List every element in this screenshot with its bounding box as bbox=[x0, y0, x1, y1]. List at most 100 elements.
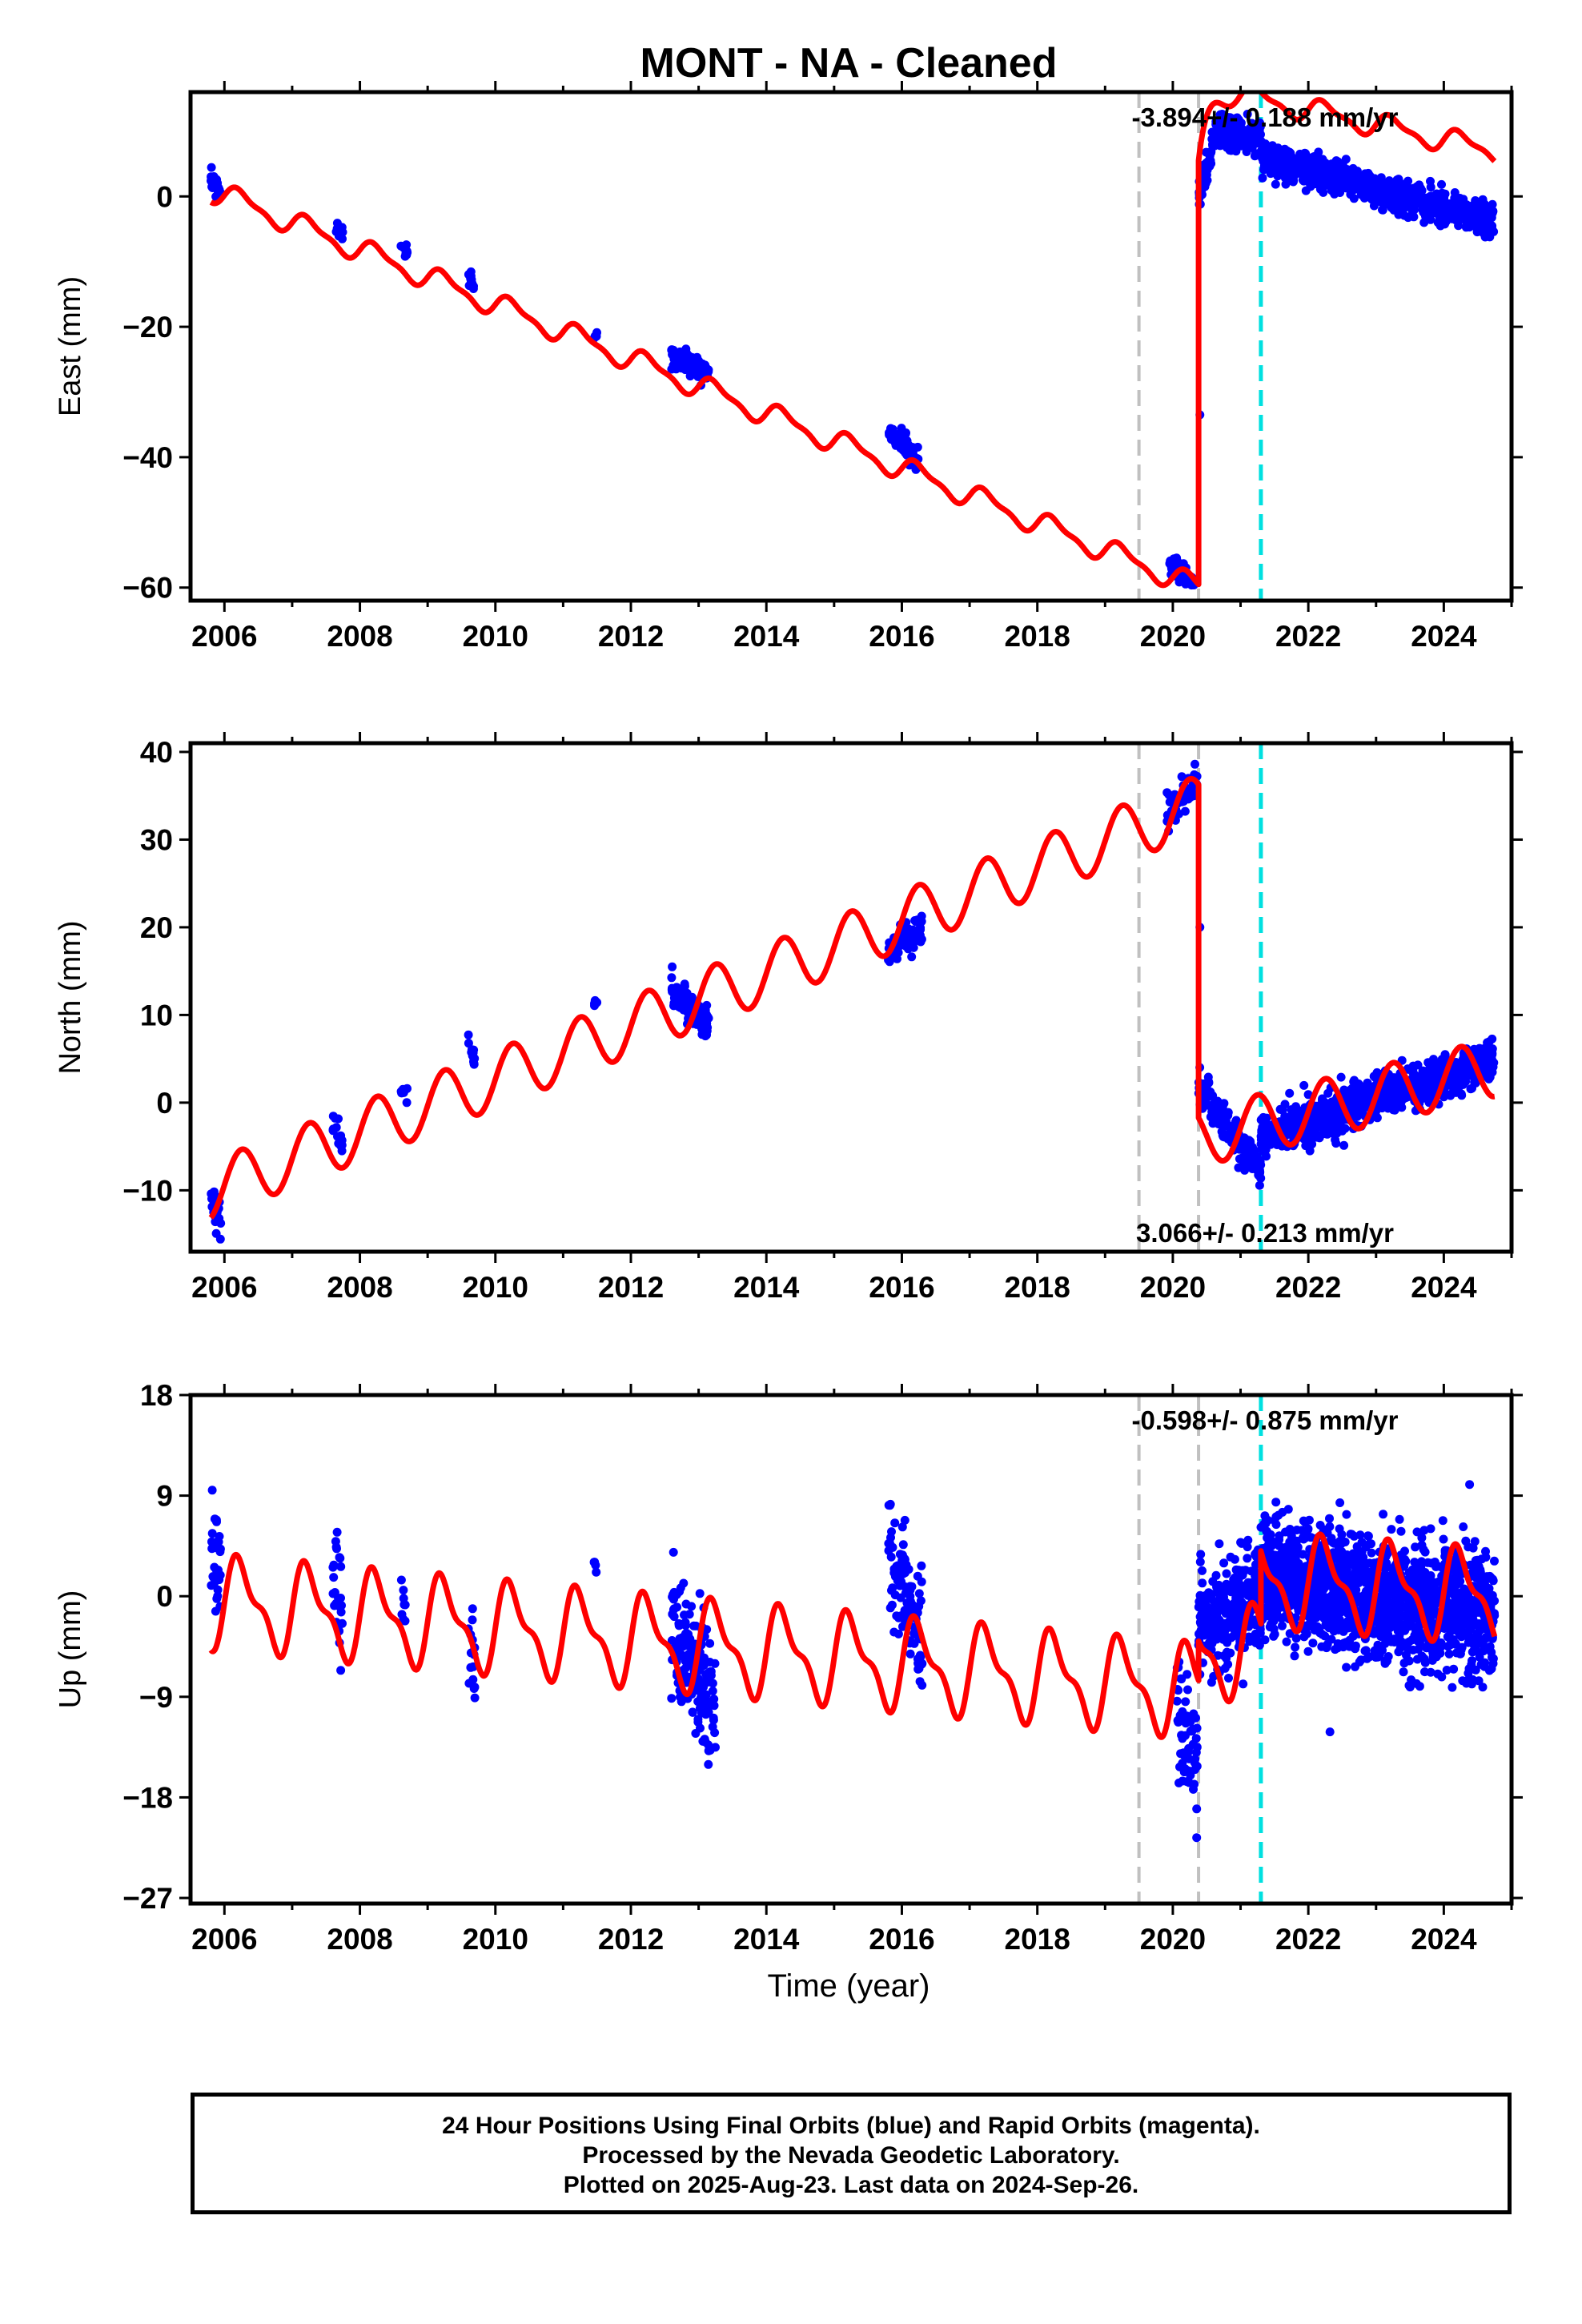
up-data-point bbox=[207, 1486, 217, 1495]
up-data-point bbox=[1227, 1585, 1237, 1594]
up-data-point bbox=[1211, 1570, 1221, 1580]
east-data-point bbox=[1450, 188, 1460, 197]
up-data-point bbox=[1414, 1644, 1423, 1654]
up-data-point bbox=[679, 1578, 689, 1588]
east-data-point bbox=[1279, 158, 1288, 167]
up-data-point bbox=[1322, 1643, 1331, 1653]
east-x-tick-label: 2022 bbox=[1275, 620, 1341, 653]
up-data-point bbox=[704, 1746, 713, 1755]
chart-title: MONT - NA - Cleaned bbox=[640, 40, 1058, 86]
east-data-point bbox=[1329, 168, 1338, 178]
north-data-point bbox=[1299, 1080, 1309, 1090]
east-x-tick-label: 2014 bbox=[733, 620, 800, 653]
east-rate-label: -3.894+/- 0.188 mm/yr bbox=[1132, 103, 1399, 132]
up-data-point bbox=[704, 1759, 713, 1769]
up-data-point bbox=[1231, 1594, 1241, 1604]
up-data-point bbox=[1178, 1734, 1187, 1743]
north-data-point bbox=[1183, 794, 1193, 804]
east-data-point bbox=[1468, 220, 1476, 230]
east-data-point bbox=[1334, 157, 1343, 167]
up-data-point bbox=[1377, 1592, 1387, 1601]
east-data-point bbox=[590, 332, 600, 341]
east-data-point bbox=[1423, 214, 1432, 223]
up-data-point bbox=[1192, 1804, 1202, 1814]
north-data-point bbox=[1285, 1088, 1295, 1098]
up-data-point bbox=[329, 1560, 339, 1570]
east-y-tick-label: 0 bbox=[156, 180, 173, 213]
up-data-point bbox=[336, 1666, 346, 1675]
east-data-point bbox=[1354, 175, 1363, 184]
up-data-point bbox=[1196, 1550, 1206, 1559]
east-data-point bbox=[1273, 143, 1283, 153]
up-data-point bbox=[211, 1515, 221, 1525]
up-data-point bbox=[332, 1527, 342, 1537]
up-data-point bbox=[207, 1529, 217, 1538]
up-data-point bbox=[1464, 1542, 1473, 1552]
up-data-point bbox=[915, 1677, 925, 1687]
up-data-point bbox=[1438, 1516, 1447, 1526]
east-data-point bbox=[1378, 205, 1387, 215]
up-data-point bbox=[1291, 1642, 1300, 1652]
north-x-tick-label: 2018 bbox=[1005, 1271, 1070, 1304]
up-data-point bbox=[1176, 1749, 1186, 1759]
east-model-curve bbox=[208, 92, 1497, 589]
east-data-point bbox=[1243, 110, 1252, 119]
up-data-point bbox=[687, 1602, 697, 1611]
east-data-point bbox=[1205, 147, 1215, 157]
up-data-point bbox=[667, 1694, 677, 1703]
north-data-point bbox=[1285, 1120, 1295, 1130]
up-data-point bbox=[1178, 1759, 1187, 1768]
up-data-point bbox=[1365, 1539, 1375, 1548]
north-data-point bbox=[1390, 1096, 1399, 1106]
north-data-point bbox=[1484, 1067, 1492, 1076]
east-data-point bbox=[1311, 151, 1319, 161]
east-data-point bbox=[1488, 199, 1497, 209]
up-data-point bbox=[914, 1664, 924, 1674]
north-data-point bbox=[1219, 1132, 1229, 1142]
up-data-point bbox=[1227, 1633, 1236, 1642]
north-x-tick-label: 2022 bbox=[1275, 1271, 1341, 1304]
north-y-tick-label: 40 bbox=[140, 736, 173, 769]
east-data-point bbox=[1258, 173, 1267, 183]
north-data-point bbox=[331, 1123, 341, 1132]
up-data-point bbox=[1308, 1638, 1318, 1648]
north-data-point bbox=[337, 1136, 347, 1145]
east-data-point bbox=[1304, 177, 1314, 187]
east-data-point bbox=[1415, 190, 1424, 199]
up-data-point bbox=[1335, 1498, 1345, 1507]
up-data-point bbox=[1355, 1530, 1365, 1540]
up-data-point bbox=[1261, 1514, 1271, 1524]
up-data-point bbox=[1198, 1566, 1207, 1575]
up-data-point bbox=[1424, 1571, 1434, 1581]
up-data-point bbox=[1226, 1552, 1235, 1562]
east-data-point bbox=[892, 436, 901, 446]
north-data-point bbox=[1338, 1126, 1347, 1136]
north-data-point bbox=[1415, 1086, 1423, 1096]
up-data-point bbox=[705, 1638, 715, 1648]
north-data-point bbox=[1369, 1072, 1379, 1081]
up-data-point bbox=[905, 1649, 915, 1659]
up-data-point bbox=[1269, 1631, 1279, 1641]
east-data-point bbox=[1403, 213, 1413, 223]
up-data-point bbox=[1476, 1659, 1486, 1669]
up-data-point bbox=[336, 1562, 346, 1571]
up-data-point bbox=[1191, 1713, 1200, 1723]
north-data-point bbox=[1346, 1085, 1355, 1095]
up-data-point bbox=[667, 1636, 677, 1645]
north-data-point bbox=[1470, 1077, 1480, 1087]
up-data-point bbox=[1439, 1534, 1448, 1544]
up-data-point bbox=[1411, 1542, 1420, 1552]
up-data-point bbox=[1290, 1651, 1299, 1661]
north-data-point bbox=[590, 995, 600, 1005]
north-y-tick-label: 30 bbox=[140, 823, 173, 856]
up-data-point bbox=[1255, 1625, 1265, 1634]
up-data-point bbox=[335, 1554, 345, 1563]
east-data-point bbox=[1432, 189, 1441, 199]
up-data-point bbox=[1172, 1696, 1182, 1706]
east-x-tick-label: 2018 bbox=[1005, 620, 1070, 653]
up-data-point bbox=[1490, 1556, 1499, 1566]
north-data-point bbox=[1347, 1097, 1357, 1107]
north-x-tick-label: 2024 bbox=[1411, 1271, 1477, 1304]
east-data-point bbox=[1439, 193, 1449, 203]
north-data-point bbox=[1355, 1086, 1363, 1096]
